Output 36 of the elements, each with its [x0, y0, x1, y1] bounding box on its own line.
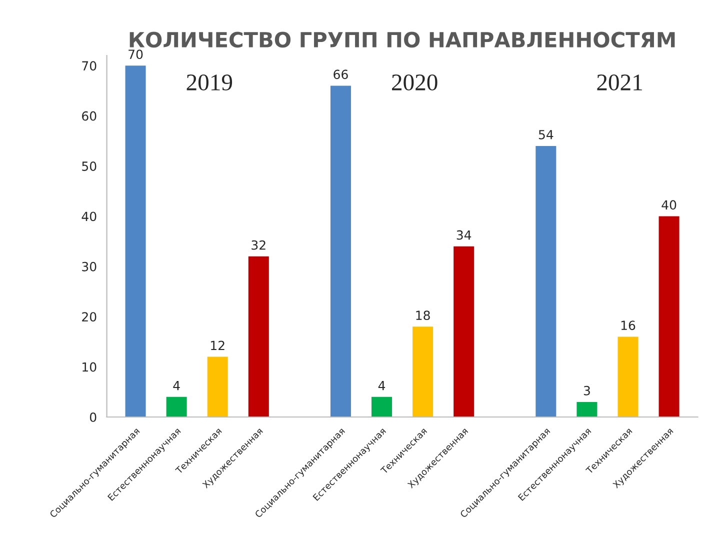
y-tick-label: 70 [82, 61, 96, 71]
bar [166, 396, 187, 417]
bar [454, 246, 474, 417]
bar [658, 216, 680, 417]
y-tick-label: 0 [90, 412, 96, 422]
annotation: 2021 [597, 74, 642, 90]
data-label: 40 [662, 200, 676, 210]
y-tick-label: 60 [82, 111, 96, 121]
annotation: 2020 [392, 74, 438, 90]
data-label: 4 [173, 381, 180, 390]
data-label: 32 [252, 240, 266, 250]
bar [248, 256, 269, 417]
data-label: 16 [621, 320, 636, 330]
bar [207, 356, 228, 417]
bar [618, 336, 638, 417]
chart-title: КОЛИЧЕСТВО ГРУПП ПО НАПРАВЛЕННОСТЯМ [130, 32, 675, 48]
y-tick-label: 20 [82, 312, 96, 322]
bar [412, 326, 434, 417]
y-tick-label: 40 [82, 212, 96, 222]
bar [536, 146, 556, 417]
data-label: 12 [211, 340, 224, 350]
data-label: 18 [416, 310, 430, 320]
data-label: 54 [538, 130, 554, 140]
bar [576, 402, 598, 417]
bar [125, 66, 146, 417]
data-label: 70 [128, 50, 143, 60]
y-tick-label: 30 [82, 262, 96, 272]
annotation: 2019 [186, 74, 232, 90]
bar [330, 86, 351, 417]
bar [372, 396, 392, 417]
data-label: 4 [378, 381, 386, 390]
y-tick-label: 10 [82, 362, 96, 372]
data-label: 3 [584, 386, 590, 396]
data-label: 66 [334, 70, 348, 80]
data-label: 34 [456, 230, 472, 240]
y-tick-label: 50 [82, 162, 96, 171]
